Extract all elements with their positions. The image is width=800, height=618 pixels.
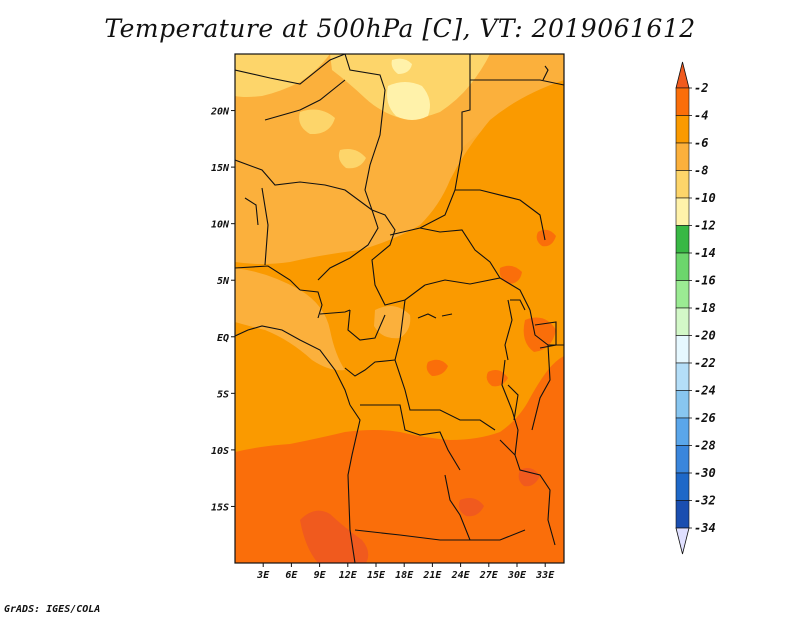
- band-minus12-core: [387, 82, 430, 120]
- x-tick-label: 18E: [395, 570, 414, 581]
- x-tick-label: 24E: [451, 570, 471, 581]
- x-tick-label: 15E: [367, 570, 386, 581]
- colorbar-swatch: [675, 142, 690, 171]
- y-tick-label: 10S: [211, 446, 229, 457]
- band-minus10-patch-b: [338, 149, 366, 169]
- colorbar-swatch: [675, 170, 690, 199]
- colorbar: -2 -4 -6 -8 -10 -12 -14 -16 -18 -20 -22 -24 -26 -28 -3…: [675, 61, 716, 555]
- colorbar-swatch: [675, 280, 690, 309]
- band-minus8-north: [235, 54, 564, 264]
- y-tick-label: 15S: [211, 502, 229, 513]
- colorbar-swatch: [675, 115, 690, 144]
- colorbar-swatch: [675, 87, 690, 116]
- credit-label: GrADS: IGES/COLA: [4, 604, 101, 615]
- colorbar-label: -14: [694, 246, 716, 260]
- x-axis: 3E 6E 9E 12E 15E 18E 21E 24E 27E 30E 33E: [256, 563, 555, 581]
- y-tick-label: 15N: [211, 163, 230, 174]
- plot-frame: [234, 53, 565, 564]
- y-tick-label: 5S: [217, 389, 229, 400]
- colorbar-label: -12: [694, 219, 716, 233]
- colorbar-label: -26: [694, 411, 716, 425]
- colorbar-label: -20: [694, 329, 716, 343]
- colorbar-label: -8: [694, 164, 708, 178]
- colorbar-bottom-arrow: [675, 527, 690, 555]
- band-minus4-central: [426, 359, 448, 376]
- colorbar-label: -16: [694, 274, 716, 288]
- band-minus10-west: [235, 54, 330, 97]
- colorbar-swatch: [675, 417, 690, 446]
- band-minus4-east-gradient: [460, 90, 564, 300]
- band-minus4-east-c: [523, 317, 556, 352]
- x-tick-label: 12E: [339, 570, 358, 581]
- colorbar-swatch: [675, 390, 690, 419]
- x-tick-label: 33E: [535, 570, 555, 581]
- x-tick-label: 27E: [479, 570, 499, 581]
- band-minus12-core-b: [391, 58, 412, 74]
- colorbar-label: -18: [694, 301, 716, 315]
- band-minus2-south: [300, 510, 369, 563]
- colorbar-label: -34: [694, 521, 716, 535]
- colorbar-label: -10: [694, 191, 716, 205]
- band-minus2-south-c: [518, 468, 540, 487]
- band-minus2-south-b: [458, 498, 484, 517]
- y-tick-label: 10N: [211, 220, 230, 231]
- y-tick-label: EQ: [217, 333, 229, 344]
- x-tick-label: 30E: [507, 570, 527, 581]
- y-axis: 20N 15N 10N 5N EQ 5S 10S 15S: [210, 107, 235, 513]
- y-tick-label: 20N: [210, 107, 230, 118]
- band-minus4-east-a: [499, 265, 522, 284]
- chart-title: Temperature at 500hPa [C], VT: 201906161…: [104, 14, 696, 43]
- band-minus8-west-coast: [235, 268, 345, 371]
- band-minus10-patch-a: [299, 109, 335, 135]
- y-tick-label: 5N: [217, 276, 230, 287]
- x-tick-label: 21E: [422, 570, 442, 581]
- colorbar-label: -30: [694, 466, 716, 480]
- colorbar-label: -2: [694, 81, 708, 95]
- colorbar-swatch: [675, 335, 690, 364]
- band-minus4-east-b: [536, 229, 556, 247]
- temperature-map: [235, 54, 564, 563]
- colorbar-top-arrow: [675, 61, 690, 89]
- colorbar-swatch: [675, 307, 690, 336]
- x-tick-label: 6E: [285, 570, 298, 581]
- colorbar-swatch: [675, 197, 690, 226]
- colorbar-swatch: [675, 252, 690, 281]
- x-tick-label: 9E: [314, 570, 327, 581]
- colorbar-label: -6: [694, 136, 708, 150]
- colorbar-swatch: [675, 445, 690, 474]
- colorbar-label: -22: [694, 356, 716, 370]
- colorbar-label: -24: [694, 384, 716, 398]
- colorbar-label: -28: [694, 439, 716, 453]
- x-tick-label: 3E: [256, 570, 270, 581]
- colorbar-swatch: [675, 472, 690, 501]
- country-boundaries: [235, 54, 564, 563]
- colorbar-label: -4: [694, 109, 708, 123]
- colorbar-swatch: [675, 362, 690, 391]
- colorbar-swatch: [675, 225, 690, 254]
- colorbar-label: -32: [694, 494, 716, 508]
- colorbar-swatch: [675, 500, 690, 529]
